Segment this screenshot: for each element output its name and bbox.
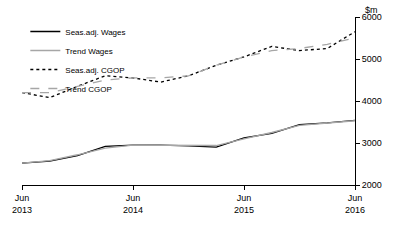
svg-text:Jun2014: Jun2014	[123, 193, 143, 215]
svg-text:Trend CGOP: Trend CGOP	[65, 85, 111, 94]
svg-text:4000: 4000	[362, 96, 382, 106]
svg-text:5000: 5000	[362, 54, 382, 64]
svg-text:Seas.adj. Wages: Seas.adj. Wages	[65, 28, 125, 37]
svg-text:Jun2013: Jun2013	[12, 193, 32, 215]
svg-text:Jun2015: Jun2015	[234, 193, 254, 215]
svg-text:Trend Wages: Trend Wages	[65, 47, 112, 56]
svg-text:2000: 2000	[362, 180, 382, 190]
svg-text:Seas.adj. CGOP: Seas.adj. CGOP	[65, 66, 124, 75]
svg-text:3000: 3000	[362, 138, 382, 148]
svg-text:Jun2016: Jun2016	[345, 193, 365, 215]
svg-text:6000: 6000	[362, 12, 382, 22]
svg-text:$m: $m	[365, 5, 378, 15]
